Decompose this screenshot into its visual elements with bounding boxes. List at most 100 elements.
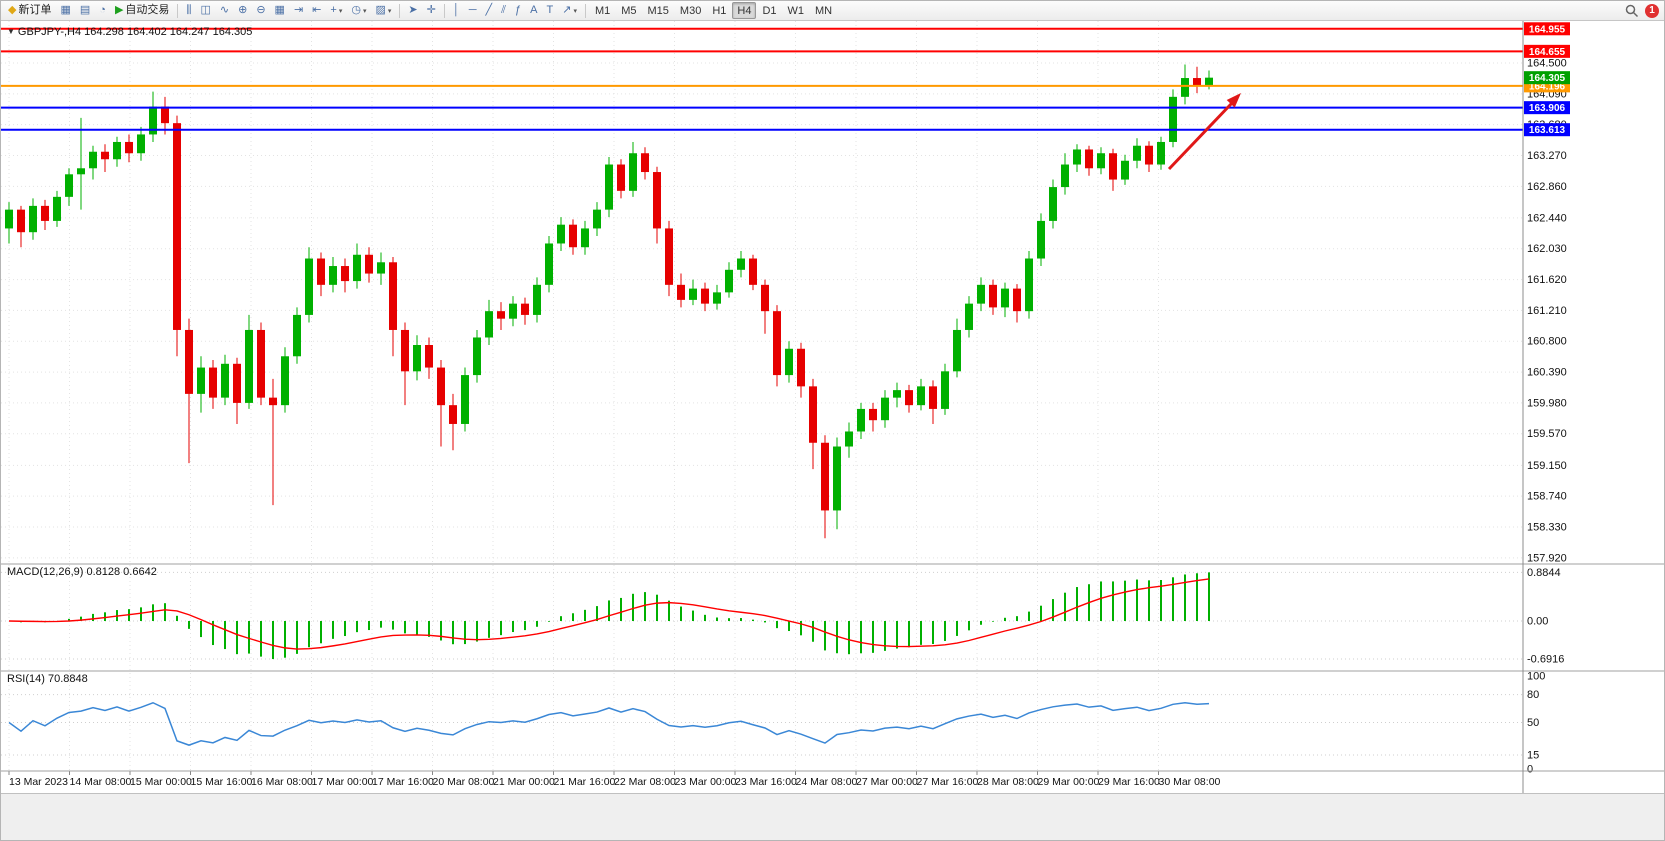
candle bbox=[329, 266, 337, 285]
price-axis-label: 162.440 bbox=[1527, 212, 1567, 224]
arrows-button[interactable]: ↗ ▾ bbox=[558, 2, 581, 19]
candle bbox=[281, 356, 289, 406]
timeframe-mn-button[interactable]: MN bbox=[810, 2, 837, 19]
market-watch-button[interactable]: ◔ bbox=[95, 2, 110, 19]
candle bbox=[293, 314, 301, 357]
candle bbox=[905, 390, 913, 406]
market-watch-icon: ◔ bbox=[99, 4, 106, 16]
line-chart-button[interactable]: ∿ bbox=[216, 2, 233, 19]
time-axis-label: 27 Mar 00:00 bbox=[856, 776, 918, 788]
timeframe-m30-button[interactable]: M30 bbox=[675, 2, 706, 19]
timeframe-h4-button[interactable]: H4 bbox=[732, 2, 757, 19]
candle bbox=[89, 151, 97, 169]
candle bbox=[209, 367, 217, 398]
candle bbox=[1061, 164, 1069, 188]
periods-button[interactable]: ◷ ▾ bbox=[347, 2, 370, 19]
fibonacci-button[interactable]: ƒ bbox=[511, 2, 525, 19]
crosshair-icon: ✛ bbox=[426, 4, 436, 16]
templates-button[interactable]: ▨ ▾ bbox=[371, 2, 395, 19]
candle bbox=[545, 243, 553, 285]
candle bbox=[629, 153, 637, 191]
time-axis-label: 14 Mar 08:00 bbox=[70, 776, 132, 788]
tile-windows-button[interactable]: ▦ bbox=[271, 2, 289, 19]
candle bbox=[989, 284, 997, 308]
crosshair-button[interactable]: ✛ bbox=[423, 2, 440, 19]
search-icon[interactable] bbox=[1625, 4, 1639, 18]
candle bbox=[809, 386, 817, 443]
label-button[interactable]: T bbox=[542, 2, 557, 19]
rsi-label: RSI(14) 70.8848 bbox=[7, 673, 88, 685]
candle bbox=[653, 172, 661, 229]
candle bbox=[77, 168, 85, 175]
candle bbox=[509, 303, 517, 319]
candle bbox=[341, 266, 349, 282]
candle bbox=[185, 329, 193, 394]
candle bbox=[29, 205, 37, 233]
candle bbox=[701, 288, 709, 304]
window-bottom-area bbox=[1, 793, 1664, 840]
indicators-button[interactable]: + ▾ bbox=[326, 2, 346, 19]
timeframe-m1-button[interactable]: M1 bbox=[590, 2, 615, 19]
zoom-in-button[interactable]: ⊕ bbox=[234, 2, 251, 19]
price-axis-label: 159.980 bbox=[1527, 397, 1567, 409]
candlestick-chart-button[interactable]: ◫ bbox=[196, 2, 214, 19]
candle bbox=[197, 367, 205, 394]
zoom-out-icon: ⊖ bbox=[256, 4, 266, 16]
channel-button[interactable]: ⫽ bbox=[497, 2, 510, 19]
chart-shift-button[interactable]: ⇤ bbox=[308, 2, 325, 19]
bar-chart-button[interactable]: ⫼ bbox=[182, 2, 195, 19]
add-indicator-icon: + bbox=[330, 4, 337, 16]
line-chart-icon: ∿ bbox=[219, 4, 230, 16]
rsi-axis-label: 100 bbox=[1527, 671, 1545, 683]
candle bbox=[1133, 145, 1141, 161]
zoom-out-button[interactable]: ⊖ bbox=[252, 2, 269, 19]
price-line-badge-text: 164.655 bbox=[1529, 47, 1566, 58]
trendline-icon: ╱ bbox=[485, 4, 493, 16]
template-icon: ▨ bbox=[375, 4, 386, 16]
vertical-line-button[interactable]: │ bbox=[449, 2, 464, 19]
candle bbox=[233, 363, 241, 403]
new-order-button[interactable]: ◆ 新订单 bbox=[4, 2, 55, 19]
label-icon: T bbox=[546, 4, 554, 16]
price-axis-label: 164.500 bbox=[1527, 58, 1567, 70]
timeframe-m5-button[interactable]: M5 bbox=[616, 2, 641, 19]
time-axis-label: 30 Mar 08:00 bbox=[1159, 776, 1221, 788]
candle bbox=[1025, 258, 1033, 312]
candle bbox=[65, 174, 73, 197]
price-line-badge-text: 164.955 bbox=[1529, 24, 1566, 35]
auto-scroll-button[interactable]: ⇥ bbox=[290, 2, 307, 19]
charts-button[interactable]: ▦ bbox=[56, 2, 74, 19]
timeframe-d1-button[interactable]: D1 bbox=[757, 2, 781, 19]
notification-badge[interactable]: 1 bbox=[1645, 3, 1659, 18]
profiles-button[interactable]: ▤ bbox=[76, 2, 94, 19]
candle bbox=[113, 141, 121, 160]
trendline-button[interactable]: ╱ bbox=[481, 2, 496, 19]
macd-label: MACD(12,26,9) 0.8128 0.6642 bbox=[7, 566, 157, 578]
horizontal-line-button[interactable]: ─ bbox=[465, 2, 481, 19]
candle bbox=[605, 164, 613, 210]
candle bbox=[245, 329, 253, 403]
auto-trading-button[interactable]: ▶ 自动交易 bbox=[111, 2, 173, 19]
zoom-in-icon: ⊕ bbox=[238, 4, 248, 16]
timeframe-h1-button[interactable]: H1 bbox=[707, 2, 731, 19]
candle bbox=[833, 446, 841, 511]
cursor-button[interactable]: ➤ bbox=[404, 2, 421, 19]
vertical-line-icon: │ bbox=[452, 4, 460, 16]
candle bbox=[761, 284, 769, 312]
collapse-panel-icon[interactable]: ▼ bbox=[7, 27, 15, 36]
time-axis-label: 29 Mar 00:00 bbox=[1038, 776, 1100, 788]
text-button[interactable]: A bbox=[526, 2, 541, 19]
new-order-button-label: 新订单 bbox=[18, 4, 52, 16]
candle bbox=[1097, 153, 1105, 169]
timeframe-w1-button[interactable]: W1 bbox=[783, 2, 810, 19]
candle bbox=[1049, 187, 1057, 221]
candle bbox=[449, 405, 457, 424]
candle bbox=[773, 311, 781, 376]
candle bbox=[737, 258, 745, 270]
candle bbox=[5, 209, 13, 229]
rsi-axis-label: 50 bbox=[1527, 717, 1539, 729]
trend-arrow-object[interactable] bbox=[1167, 101, 1234, 171]
toolbar-left-group: ◆ 新订单 ▦ ▤ ◔ ▶ 自动交易 ⫼ ◫ ∿ ⊕ ⊖ ▦ ⇥ ⇤ + ▾ ◷ ▾ ▨ ▾ ➤ ✛ │ ─ ╱ ⫽ ƒ A T ↗ ▾ bbox=[4, 2, 581, 19]
timeframe-m15-button[interactable]: M15 bbox=[643, 2, 674, 19]
